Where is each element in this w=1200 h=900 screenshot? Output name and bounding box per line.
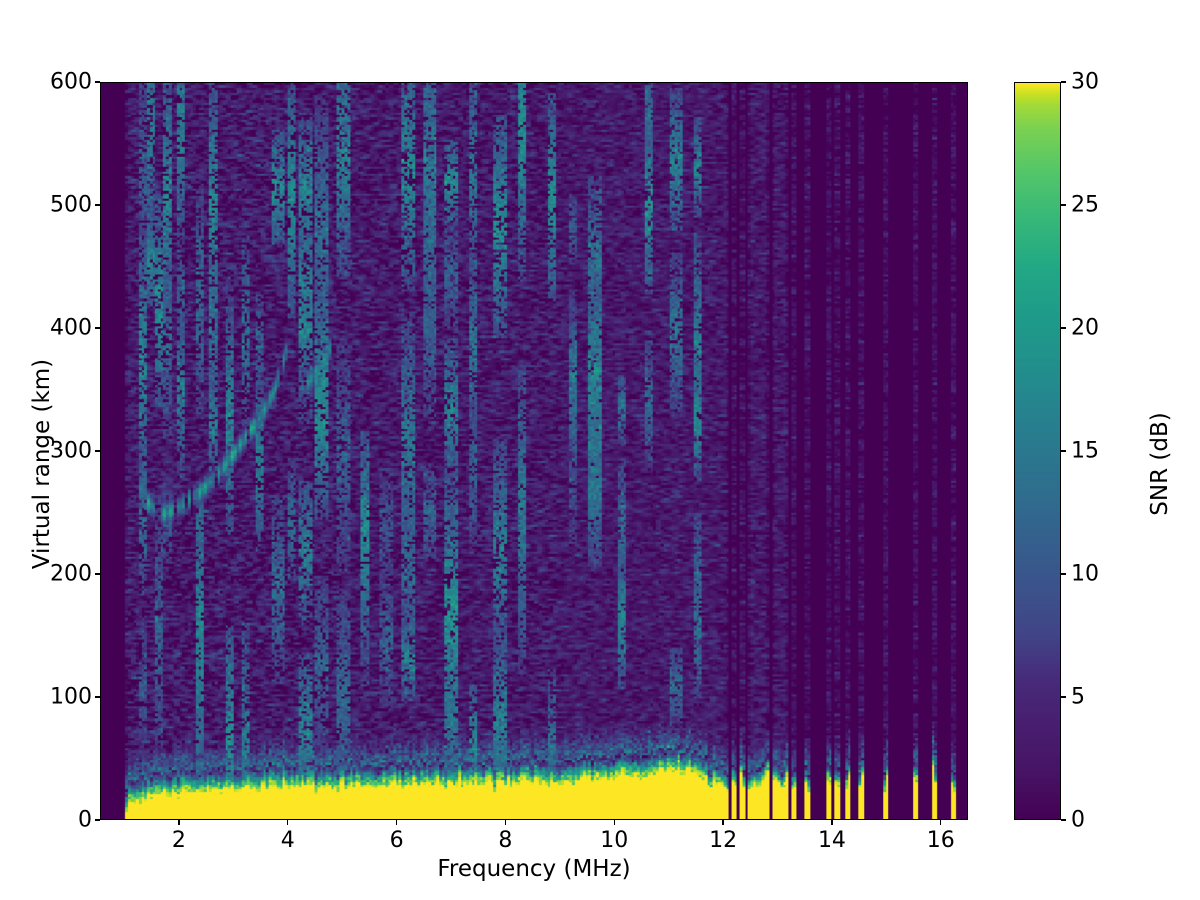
x-tick-mark [395, 820, 398, 825]
y-tick-label: 500 [50, 192, 92, 218]
x-tick-label: 12 [709, 828, 738, 853]
x-tick-mark [178, 820, 180, 825]
y-tick-label: 0 [78, 807, 92, 833]
y-tick-mark [95, 204, 100, 206]
y-tick-mark [95, 450, 100, 452]
x-tick-mark [722, 820, 724, 825]
x-tick-mark [940, 820, 942, 825]
x-tick-mark [504, 820, 507, 825]
y-tick-label: 200 [50, 561, 92, 587]
colorbar-tick-mark [1061, 327, 1066, 329]
y-tick-mark [95, 696, 100, 698]
colorbar-label: SNR (dB) [1147, 412, 1173, 516]
colorbar-tick-label: 25 [1071, 192, 1099, 218]
colorbar-tick-label: 10 [1071, 561, 1099, 587]
colorbar-tick-label: 5 [1071, 684, 1085, 710]
x-tick-label: 14 [817, 828, 846, 853]
colorbar-tick-mark [1061, 573, 1066, 575]
ionogram-heatmap-canvas [101, 83, 967, 819]
snr-colorbar [1014, 82, 1061, 820]
x-tick-mark [613, 820, 615, 825]
colorbar-tick-label: 0 [1071, 807, 1085, 833]
colorbar-tick-mark [1061, 819, 1066, 821]
colorbar-tick-mark [1061, 696, 1066, 698]
x-tick-label: 8 [498, 828, 513, 853]
x-tick-mark [831, 820, 833, 825]
x-tick-label: 10 [600, 828, 629, 853]
y-tick-label: 100 [50, 684, 92, 710]
y-axis-label: Virtual range (km) [29, 358, 55, 570]
y-tick-mark [95, 573, 100, 575]
y-tick-label: 300 [50, 438, 92, 464]
colorbar-tick-label: 20 [1071, 315, 1099, 341]
y-tick-mark [95, 81, 100, 83]
y-tick-label: 600 [50, 69, 92, 95]
x-tick-label: 16 [926, 828, 955, 853]
colorbar-tick-label: 15 [1071, 438, 1099, 464]
colorbar-tick-mark [1061, 450, 1066, 452]
x-tick-mark [287, 820, 289, 825]
colorbar-gradient [1015, 83, 1060, 819]
x-axis-label: Frequency (MHz) [437, 856, 631, 882]
ionogram-plot-area[interactable] [100, 82, 968, 820]
x-tick-label: 4 [280, 828, 295, 853]
colorbar-tick-label: 30 [1071, 69, 1099, 95]
y-tick-label: 400 [50, 315, 92, 341]
x-tick-label: 2 [171, 828, 186, 853]
y-tick-mark [95, 327, 100, 329]
y-tick-mark [95, 819, 100, 821]
colorbar-tick-mark [1061, 204, 1066, 206]
x-tick-label: 6 [389, 828, 404, 853]
colorbar-tick-mark [1061, 81, 1066, 83]
